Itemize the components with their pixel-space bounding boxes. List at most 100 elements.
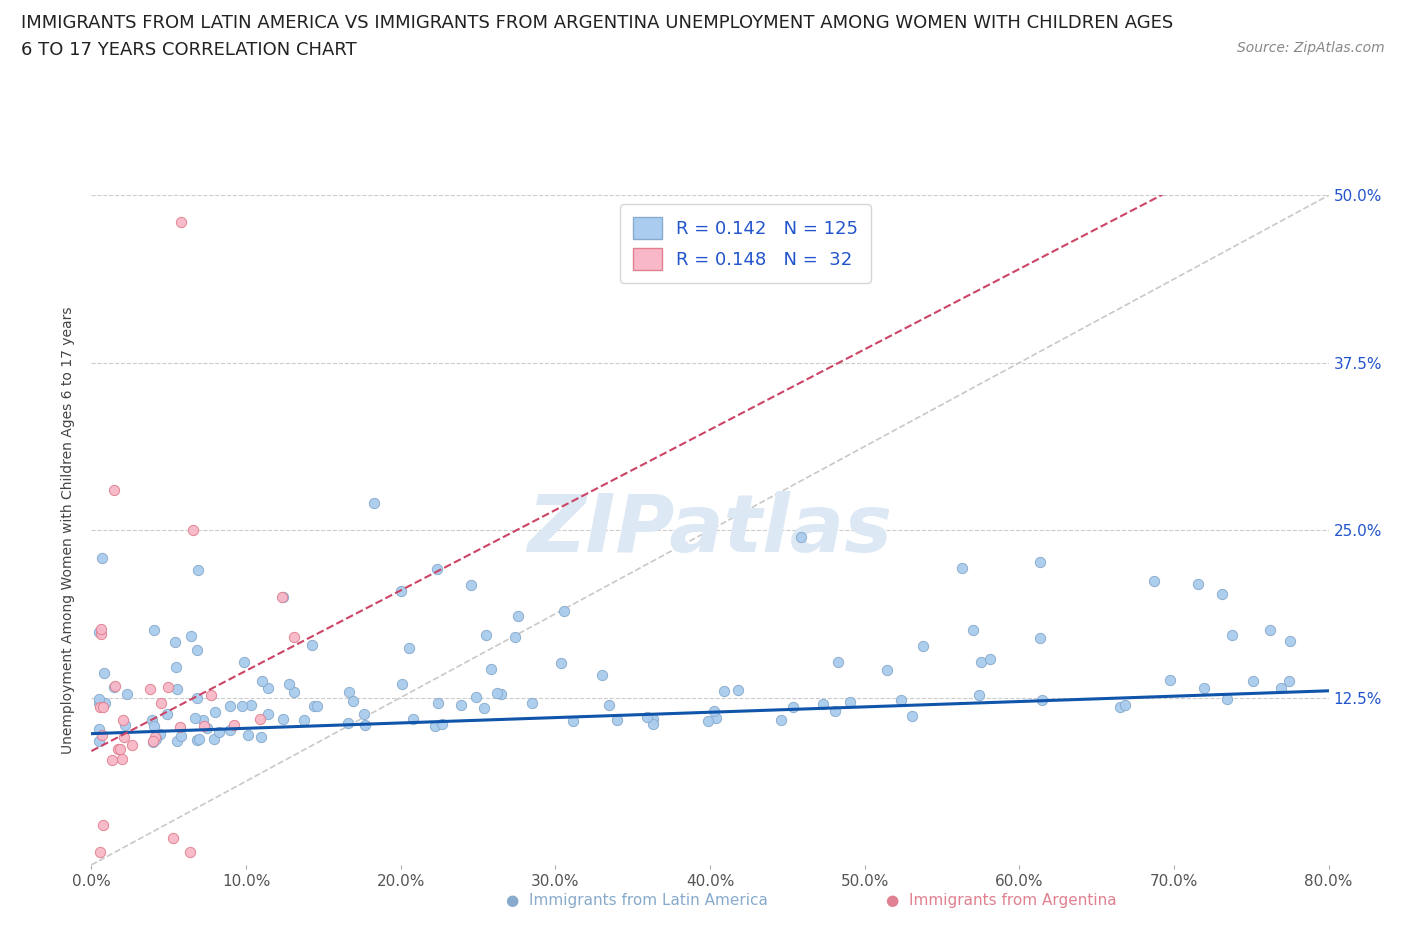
- Point: [962, 623, 984, 638]
- Point: [1028, 631, 1050, 645]
- Point: [1028, 554, 1050, 569]
- Point: [93, 817, 115, 832]
- Point: [727, 683, 749, 698]
- Point: [208, 724, 231, 739]
- Point: [782, 699, 804, 714]
- Point: [107, 742, 129, 757]
- Point: [257, 707, 280, 722]
- Point: [202, 731, 225, 746]
- Point: [141, 712, 163, 727]
- Point: [219, 723, 242, 737]
- Point: [636, 710, 658, 724]
- Point: [93, 665, 115, 680]
- Point: [87, 722, 111, 737]
- Point: [90, 551, 112, 565]
- Point: [103, 483, 125, 498]
- Point: [250, 673, 273, 688]
- Point: [187, 563, 209, 578]
- Point: [336, 716, 359, 731]
- Point: [232, 655, 254, 670]
- Point: [180, 629, 202, 644]
- Point: [104, 678, 127, 693]
- Point: [1192, 681, 1215, 696]
- Point: [1241, 673, 1264, 688]
- Point: [111, 752, 134, 767]
- Point: [108, 741, 131, 756]
- Point: [1279, 633, 1302, 648]
- Point: [1278, 673, 1301, 688]
- Point: [89, 844, 111, 859]
- Point: [169, 215, 191, 230]
- Point: [90, 622, 112, 637]
- Point: [876, 662, 898, 677]
- Point: [94, 696, 117, 711]
- Point: [231, 698, 253, 713]
- Point: [283, 684, 305, 699]
- Text: IMMIGRANTS FROM LATIN AMERICA VS IMMIGRANTS FROM ARGENTINA UNEMPLOYMENT AMONG WO: IMMIGRANTS FROM LATIN AMERICA VS IMMIGRA…: [21, 14, 1174, 32]
- Point: [166, 734, 188, 749]
- Point: [890, 693, 912, 708]
- Point: [307, 698, 329, 713]
- Point: [145, 731, 167, 746]
- Point: [550, 656, 572, 671]
- Point: [193, 719, 215, 734]
- Point: [641, 711, 664, 726]
- Point: [486, 685, 509, 700]
- Point: [193, 712, 215, 727]
- Point: [769, 712, 792, 727]
- Point: [824, 703, 846, 718]
- Point: [339, 684, 361, 699]
- Point: [142, 733, 165, 748]
- Point: [950, 561, 973, 576]
- Point: [101, 752, 124, 767]
- Y-axis label: Unemployment Among Women with Children Ages 6 to 17 years: Unemployment Among Women with Children A…: [62, 306, 76, 754]
- Point: [402, 712, 425, 727]
- Text: 6 TO 17 YEARS CORRELATION CHART: 6 TO 17 YEARS CORRELATION CHART: [21, 41, 357, 59]
- Point: [827, 654, 849, 669]
- Point: [149, 696, 172, 711]
- Point: [143, 622, 166, 637]
- Text: ●  Immigrants from Argentina: ● Immigrants from Argentina: [886, 893, 1116, 908]
- Point: [1143, 573, 1166, 588]
- Point: [506, 609, 529, 624]
- Point: [250, 729, 273, 744]
- Point: [156, 706, 179, 721]
- Point: [114, 718, 136, 733]
- Point: [186, 691, 208, 706]
- Point: [195, 721, 218, 736]
- Point: [103, 680, 125, 695]
- Point: [398, 641, 420, 656]
- Point: [87, 691, 111, 706]
- Point: [170, 728, 193, 743]
- Point: [505, 630, 527, 644]
- Point: [790, 529, 813, 544]
- Point: [179, 844, 201, 859]
- Text: Source: ZipAtlas.com: Source: ZipAtlas.com: [1237, 41, 1385, 55]
- Point: [342, 693, 364, 708]
- Point: [713, 684, 735, 698]
- Point: [270, 590, 292, 604]
- Point: [491, 686, 513, 701]
- Point: [553, 604, 575, 618]
- Point: [391, 676, 413, 691]
- Point: [121, 738, 143, 753]
- Point: [200, 687, 222, 702]
- Point: [249, 711, 271, 726]
- Point: [704, 711, 727, 725]
- Point: [979, 652, 1001, 667]
- Point: [389, 584, 412, 599]
- Point: [271, 590, 294, 604]
- Point: [162, 830, 184, 845]
- Point: [181, 523, 204, 538]
- Point: [89, 734, 111, 749]
- Point: [900, 709, 922, 724]
- Point: [606, 712, 628, 727]
- Point: [430, 717, 453, 732]
- Point: [1270, 681, 1292, 696]
- Point: [354, 717, 377, 732]
- Point: [292, 712, 315, 727]
- Point: [598, 698, 620, 712]
- Point: [481, 662, 503, 677]
- Point: [696, 713, 718, 728]
- Point: [1222, 628, 1244, 643]
